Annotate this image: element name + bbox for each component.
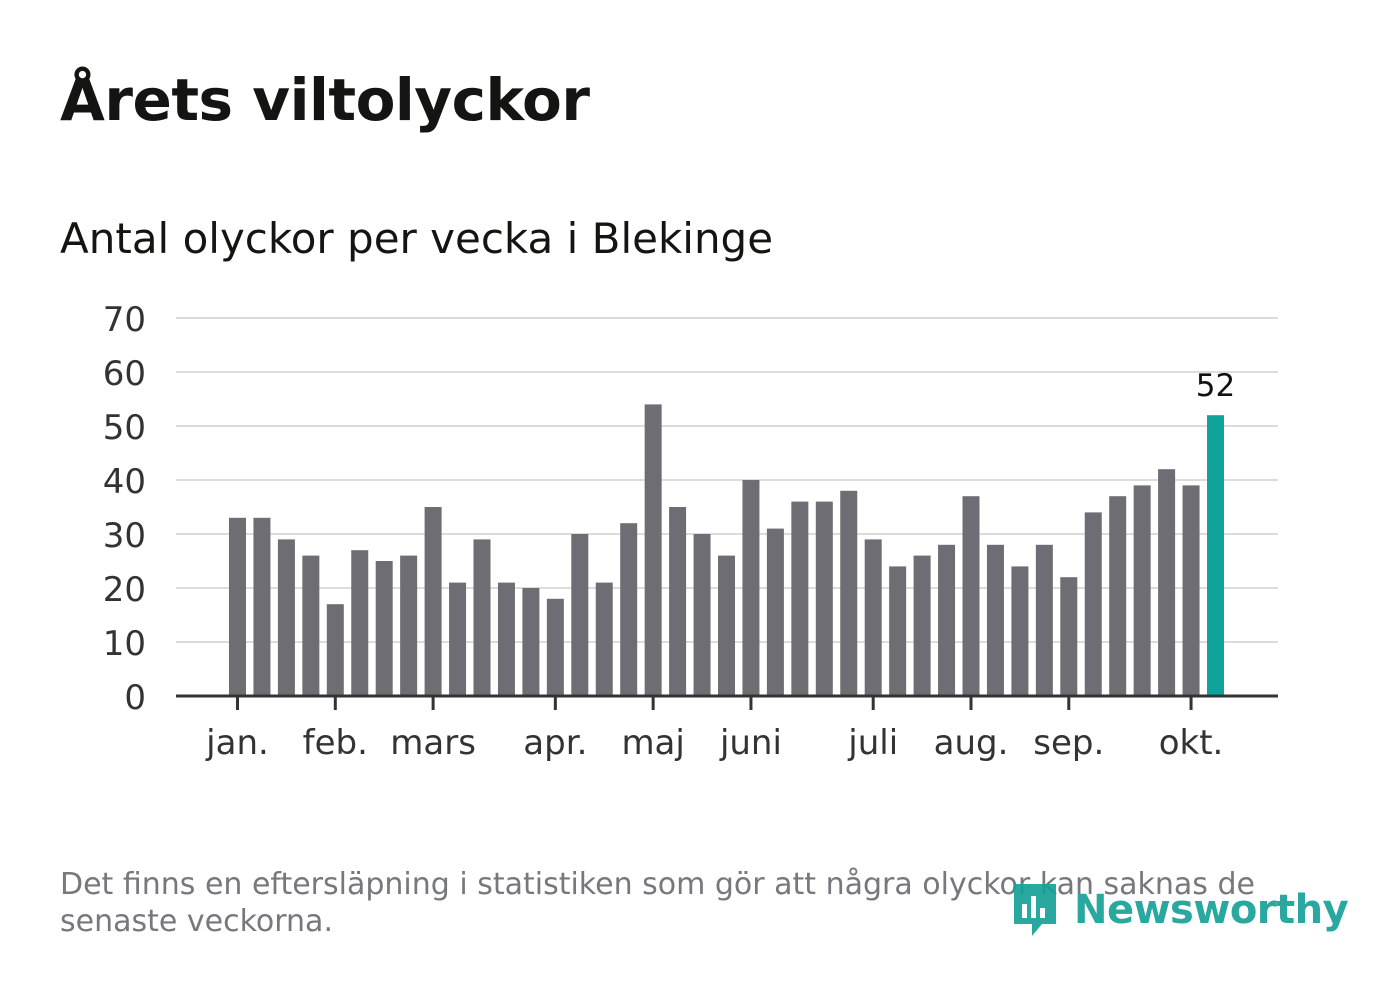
bar — [424, 507, 442, 696]
bar — [497, 582, 515, 696]
bar — [1133, 485, 1151, 696]
bar — [644, 404, 662, 696]
x-tick-label: apr. — [523, 723, 587, 763]
bar — [571, 534, 589, 696]
bar — [351, 550, 369, 696]
x-tick-label: okt. — [1159, 723, 1224, 763]
bar — [473, 539, 491, 696]
y-tick-label: 60 — [103, 354, 146, 394]
bar — [375, 561, 393, 696]
x-tick-label: aug. — [934, 723, 1009, 763]
data-label-last: 52 — [1196, 368, 1235, 404]
bar — [889, 566, 907, 696]
bar — [938, 544, 956, 696]
bar — [620, 523, 638, 696]
bar-highlight — [1207, 415, 1224, 696]
chart-title: Årets viltolyckor — [60, 66, 590, 134]
bar — [766, 528, 784, 696]
bar — [913, 555, 931, 696]
x-tick-label: maj — [621, 723, 684, 763]
y-tick-label: 70 — [103, 300, 146, 340]
x-tick-label: mars — [390, 723, 476, 763]
labels: 0 10 20 30 40 50 60 70 52 jan. feb. mars apr. maj juni… — [103, 300, 1235, 763]
y-tick-label: 20 — [103, 570, 146, 610]
y-tick-label: 40 — [103, 462, 146, 502]
y-tick-label: 50 — [103, 408, 146, 448]
bar — [1084, 512, 1102, 696]
bar — [1060, 577, 1078, 696]
y-tick-label: 0 — [124, 678, 146, 718]
chart-subtitle: Antal olyckor per vecka i Blekinge — [60, 214, 774, 263]
bar — [742, 480, 760, 696]
bar — [1109, 496, 1127, 696]
bar — [1182, 485, 1200, 696]
x-axis — [176, 694, 1278, 710]
bar — [962, 496, 980, 696]
brand-logo: Newsworthy — [1010, 878, 1349, 942]
bar — [986, 544, 1004, 696]
x-tick-label: sep. — [1033, 723, 1104, 763]
y-tick-label: 10 — [103, 624, 146, 664]
brand-name: Newsworthy — [1074, 887, 1349, 933]
bar — [1035, 544, 1053, 696]
bar — [302, 555, 320, 696]
bar — [522, 588, 540, 696]
bar — [718, 555, 735, 696]
bar — [326, 604, 344, 696]
bar — [253, 517, 271, 696]
x-tick-label: juli — [847, 723, 898, 763]
bar — [1158, 469, 1176, 696]
bar — [277, 539, 295, 696]
bar — [449, 582, 467, 696]
x-tick-label: juni — [719, 723, 782, 763]
x-tick-label: jan. — [205, 723, 269, 763]
bar — [840, 490, 858, 696]
bar — [546, 598, 564, 696]
bar — [815, 501, 833, 696]
bar — [229, 517, 246, 696]
bar — [693, 534, 711, 696]
bar — [669, 507, 687, 696]
x-tick-label: feb. — [303, 723, 368, 763]
bar — [400, 555, 418, 696]
bar — [864, 539, 882, 696]
newsworthy-logo-icon — [1014, 884, 1056, 936]
bar — [595, 582, 613, 696]
bar — [1011, 566, 1029, 696]
bars — [229, 404, 1224, 696]
bar — [791, 501, 809, 696]
y-tick-label: 30 — [103, 516, 146, 556]
